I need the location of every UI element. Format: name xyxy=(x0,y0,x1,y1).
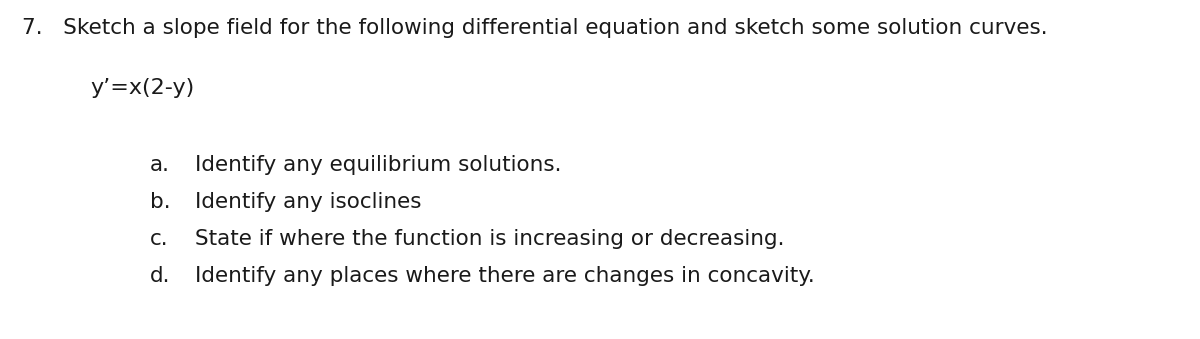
Text: State if where the function is increasing or decreasing.: State if where the function is increasin… xyxy=(194,229,785,249)
Text: y’=x(2-y): y’=x(2-y) xyxy=(90,78,194,98)
Text: 7.   Sketch a slope field for the following differential equation and sketch som: 7. Sketch a slope field for the followin… xyxy=(22,18,1048,38)
Text: a.: a. xyxy=(150,155,170,175)
Text: Identify any equilibrium solutions.: Identify any equilibrium solutions. xyxy=(194,155,562,175)
Text: Identify any places where there are changes in concavity.: Identify any places where there are chan… xyxy=(194,266,815,286)
Text: d.: d. xyxy=(150,266,170,286)
Text: c.: c. xyxy=(150,229,169,249)
Text: b.: b. xyxy=(150,192,170,212)
Text: Identify any isoclines: Identify any isoclines xyxy=(194,192,421,212)
